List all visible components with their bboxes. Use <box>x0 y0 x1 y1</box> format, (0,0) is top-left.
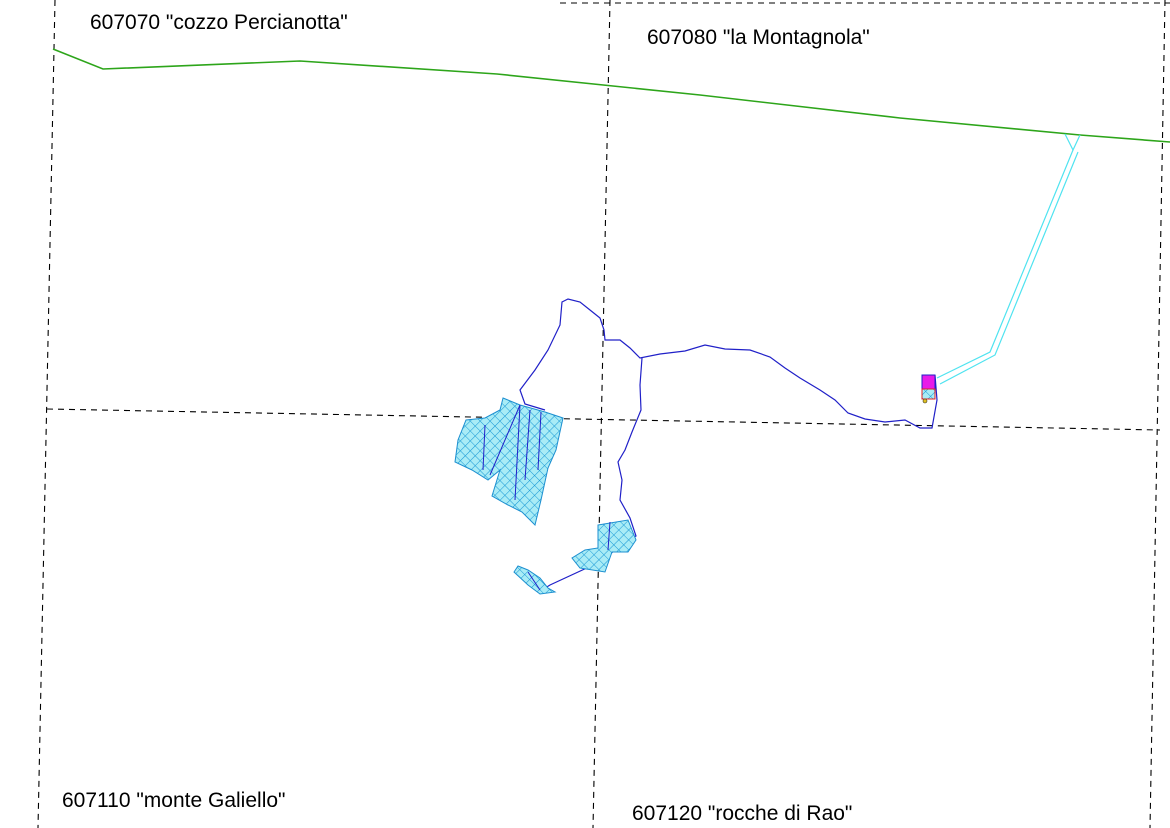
sheet-label-se: 607120 "rocche di Rao" <box>632 802 852 825</box>
grid-line-middle <box>46 408 1161 431</box>
sheet-label-ne: 607080 "la Montagnola" <box>647 26 870 49</box>
hatched-areas <box>454 397 637 595</box>
grid-line-west <box>37 0 56 828</box>
station-marker <box>921 374 936 404</box>
cyan-road <box>936 133 1081 385</box>
boundary-line <box>52 48 1170 143</box>
area-south-mid <box>571 519 637 573</box>
grid-line-center <box>592 0 611 828</box>
area-internal-lines <box>482 404 611 591</box>
sheet-grid <box>37 0 1170 828</box>
sheet-label-sw: 607110 "monte Galiello" <box>62 789 286 812</box>
area-west-large <box>454 397 564 526</box>
area-south-small <box>513 565 557 595</box>
sheet-label-nw: 607070 "cozzo Percianotta" <box>90 11 348 34</box>
route-line <box>519 298 938 591</box>
grid-line-east <box>1149 0 1166 828</box>
